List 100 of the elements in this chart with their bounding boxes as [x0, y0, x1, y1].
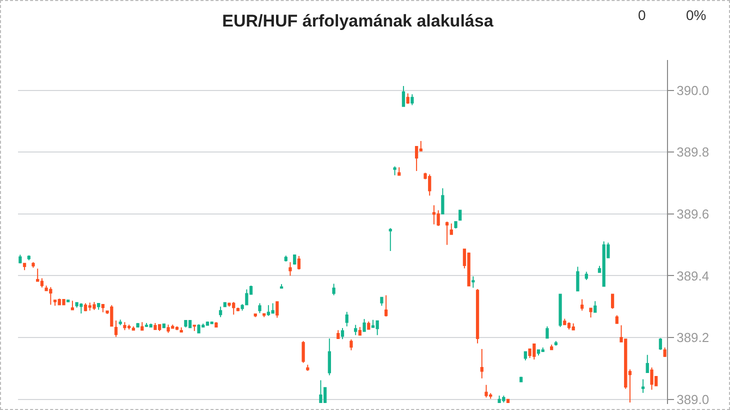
candlestick — [580, 298, 584, 312]
candlestick — [350, 338, 353, 351]
y-tick-label: 389.0 — [676, 392, 710, 407]
candlestick — [53, 300, 57, 306]
candlestick — [70, 300, 74, 310]
candlestick — [118, 319, 122, 326]
candlestick — [188, 320, 192, 328]
candlestick — [393, 166, 396, 176]
candlestick — [476, 288, 480, 344]
candlestick — [236, 307, 240, 312]
candlestick — [594, 300, 597, 313]
candlestick — [541, 346, 544, 352]
candlestick — [92, 302, 96, 311]
candlestick — [306, 364, 310, 372]
chart-title: EUR/HUF árfolyamának alakulása — [222, 11, 494, 30]
candlestick — [480, 348, 484, 379]
candlestick — [192, 324, 196, 332]
candlestick — [214, 322, 218, 328]
y-tick-label: 389.2 — [676, 330, 710, 346]
y-tick-label: 389.8 — [676, 144, 710, 160]
candlestick — [27, 254, 30, 261]
candlestick — [266, 304, 270, 316]
candlestick — [563, 318, 566, 326]
candlestick — [101, 304, 104, 313]
candlestick — [144, 322, 148, 328]
candlestick — [472, 276, 475, 288]
candlestick — [520, 376, 523, 382]
candlestick — [367, 320, 370, 330]
candlestick — [166, 324, 170, 334]
candlestick — [458, 210, 462, 221]
y-tick-label: 390.0 — [676, 82, 710, 98]
candlestick — [62, 299, 66, 306]
candlestick — [184, 320, 188, 328]
candlestick — [328, 338, 331, 376]
candlestick — [22, 262, 26, 271]
candlestick — [445, 221, 449, 246]
candlestick — [641, 378, 645, 394]
candlestick — [158, 324, 162, 332]
candlestick — [302, 340, 305, 364]
candlestick — [114, 320, 118, 338]
candlestick — [572, 322, 575, 330]
candlestick — [410, 94, 414, 106]
y-tick-label: 389.6 — [676, 206, 710, 222]
candlestick — [376, 320, 379, 336]
candlestick — [223, 302, 226, 308]
candlestick — [402, 85, 406, 107]
candlestick — [288, 262, 292, 276]
candlestick — [293, 254, 296, 266]
candlestick — [149, 323, 152, 328]
candlestick — [84, 302, 88, 312]
candlestick — [345, 311, 348, 327]
candlestick — [554, 340, 558, 346]
candlestick — [646, 354, 649, 373]
candlestick — [197, 324, 200, 334]
candlestick — [97, 303, 100, 310]
y-tick-label: 389.4 — [676, 268, 710, 284]
candlestick — [332, 283, 336, 296]
candlestick — [550, 344, 554, 350]
candlestick — [354, 324, 358, 336]
candlestick — [589, 308, 592, 318]
candlestick — [210, 320, 214, 324]
candlestick — [450, 223, 453, 235]
candlestick — [262, 313, 266, 318]
candlestick — [406, 92, 410, 104]
candlestick — [123, 322, 126, 331]
candlestick — [650, 367, 654, 390]
candlestick — [362, 318, 366, 332]
candlestick — [336, 330, 340, 339]
candlestick — [258, 302, 262, 314]
candlestick — [380, 296, 384, 306]
candlestick — [284, 255, 288, 262]
candlestick — [276, 301, 279, 318]
candlestick — [319, 380, 322, 403]
candlestick — [66, 300, 70, 302]
candlestick — [206, 320, 210, 326]
candlestick — [436, 210, 440, 226]
candlestick — [384, 294, 388, 318]
candlestick — [340, 327, 344, 340]
candlestick — [506, 398, 510, 403]
candlestick — [398, 166, 401, 176]
candlestick — [536, 349, 540, 356]
candlestick — [271, 302, 274, 314]
candlestick — [132, 326, 135, 331]
candlestick — [254, 314, 257, 318]
candlestick — [498, 395, 501, 403]
candlestick — [154, 322, 157, 330]
candlestick — [576, 266, 580, 292]
candlestick — [584, 271, 588, 281]
candlestick — [484, 384, 488, 398]
candlestick — [162, 323, 166, 328]
text: 0 — [638, 7, 646, 23]
candlestick — [658, 338, 662, 350]
candlestick — [388, 228, 392, 252]
candlestick — [524, 351, 528, 361]
candlestick — [358, 326, 362, 336]
candlestick — [610, 294, 614, 310]
candlestick — [140, 322, 144, 331]
candlestick — [18, 254, 22, 264]
candlestick — [432, 204, 436, 225]
candlestick — [297, 255, 301, 270]
